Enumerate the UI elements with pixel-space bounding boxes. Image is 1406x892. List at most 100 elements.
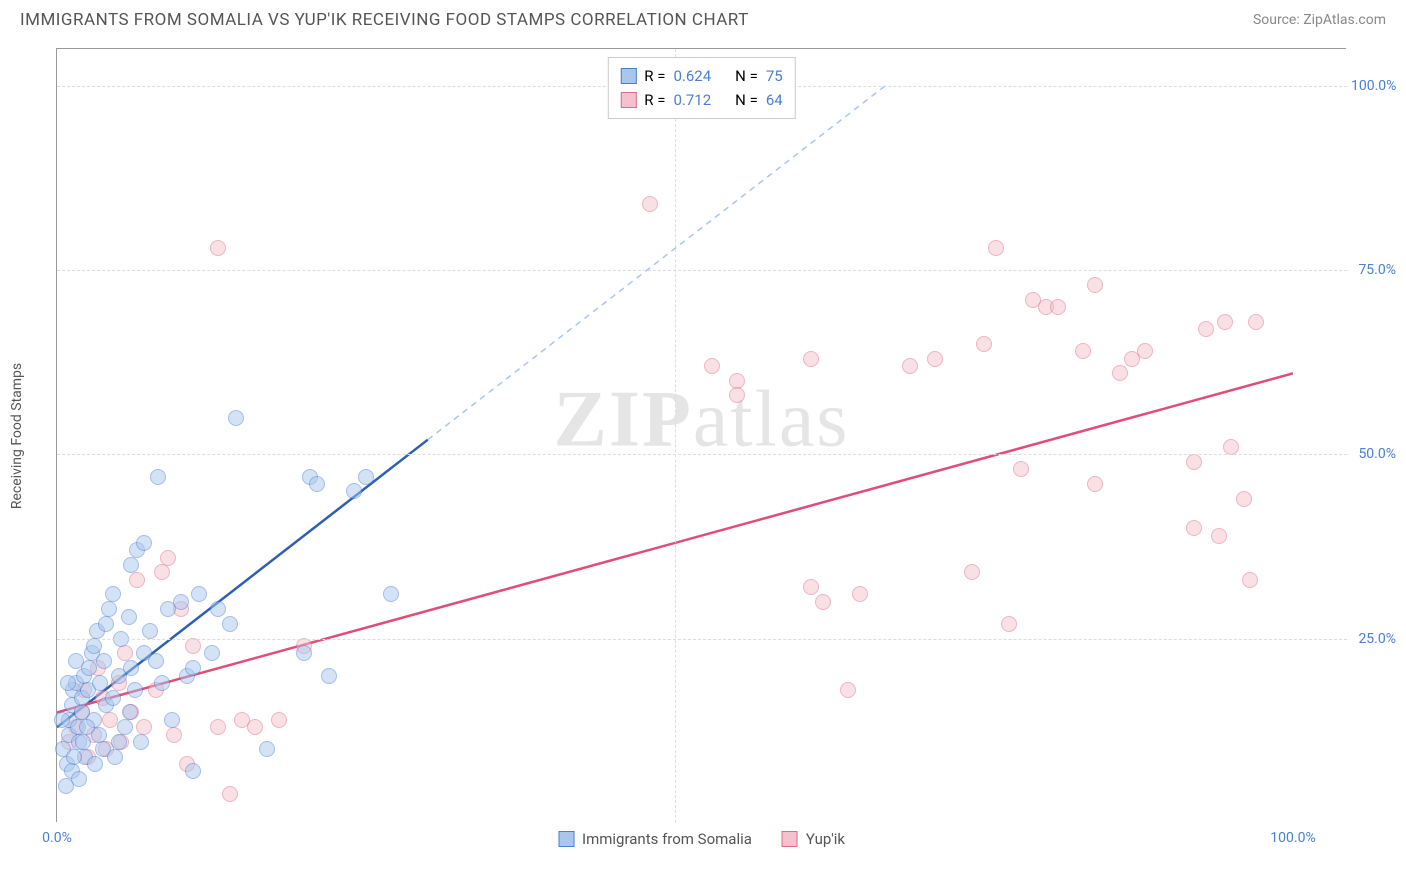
data-point — [185, 660, 201, 676]
stats-row-b: R = 0.712 N = 64 — [620, 88, 782, 112]
data-point — [102, 712, 118, 728]
data-point — [123, 557, 139, 573]
data-point — [1236, 491, 1252, 507]
data-point — [729, 387, 745, 403]
data-point — [927, 351, 943, 367]
data-point — [107, 749, 123, 765]
data-point — [222, 786, 238, 802]
data-point — [185, 763, 201, 779]
stats-r-value-b: 0.712 — [673, 88, 711, 112]
data-point — [210, 601, 226, 617]
data-point — [98, 616, 114, 632]
stats-n-value-b: 64 — [766, 88, 783, 112]
data-point — [75, 734, 91, 750]
data-point — [96, 653, 112, 669]
page-title: IMMIGRANTS FROM SOMALIA VS YUP'IK RECEIV… — [20, 10, 749, 30]
data-point — [228, 410, 244, 426]
data-point — [204, 645, 220, 661]
data-point — [142, 623, 158, 639]
data-point — [1013, 461, 1029, 477]
data-point — [840, 682, 856, 698]
data-point — [154, 564, 170, 580]
gridline-h — [57, 270, 1347, 271]
data-point — [105, 690, 121, 706]
legend-label-a: Immigrants from Somalia — [582, 830, 752, 848]
data-point — [815, 594, 831, 610]
stats-r-value-a: 0.624 — [673, 64, 711, 88]
data-point — [1050, 299, 1066, 315]
data-point — [54, 712, 70, 728]
stats-n-label-a: N = — [735, 64, 758, 88]
data-point — [117, 645, 133, 661]
data-point — [160, 550, 176, 566]
swatch-a — [620, 68, 636, 84]
data-point — [121, 609, 137, 625]
y-tick-label: 75.0% — [1351, 262, 1396, 278]
data-point — [1001, 616, 1017, 632]
data-point — [729, 373, 745, 389]
data-point — [976, 336, 992, 352]
data-point — [642, 196, 658, 212]
data-point — [296, 645, 312, 661]
data-point — [111, 734, 127, 750]
data-point — [173, 594, 189, 610]
data-point — [1087, 277, 1103, 293]
data-point — [1242, 572, 1258, 588]
data-point — [129, 572, 145, 588]
y-tick-label: 25.0% — [1351, 631, 1396, 647]
data-point — [1137, 343, 1153, 359]
data-point — [852, 586, 868, 602]
stats-r-label-a: R = — [644, 64, 665, 88]
data-point — [133, 734, 149, 750]
data-point — [1186, 520, 1202, 536]
data-point — [148, 653, 164, 669]
data-point — [1211, 528, 1227, 544]
x-tick-label: 100.0% — [1270, 830, 1315, 846]
data-point — [185, 638, 201, 654]
data-point — [383, 586, 399, 602]
stats-row-a: R = 0.624 N = 75 — [620, 64, 782, 88]
data-point — [92, 675, 108, 691]
data-point — [346, 483, 362, 499]
data-point — [166, 727, 182, 743]
y-tick-label: 50.0% — [1351, 446, 1396, 462]
data-point — [136, 535, 152, 551]
data-point — [321, 668, 337, 684]
gridline-h — [57, 454, 1347, 455]
data-point — [1198, 321, 1214, 337]
source-prefix: Source: — [1253, 12, 1303, 28]
source-attribution: Source: ZipAtlas.com — [1253, 12, 1386, 28]
data-point — [101, 601, 117, 617]
data-point — [259, 741, 275, 757]
data-point — [803, 351, 819, 367]
data-point — [704, 358, 720, 374]
data-point — [1112, 365, 1128, 381]
data-point — [86, 638, 102, 654]
data-point — [136, 719, 152, 735]
legend-item-b: Yup'ik — [782, 830, 845, 848]
data-point — [66, 749, 82, 765]
stats-n-label-b: N = — [735, 88, 758, 112]
data-point — [1223, 439, 1239, 455]
data-point — [81, 660, 97, 676]
series-legend: Immigrants from Somalia Yup'ik — [558, 830, 845, 848]
data-point — [247, 719, 263, 735]
data-point — [123, 660, 139, 676]
data-point — [1087, 476, 1103, 492]
gridline-v — [675, 49, 676, 823]
x-tick-label: 0.0% — [42, 830, 72, 846]
data-point — [210, 240, 226, 256]
legend-item-a: Immigrants from Somalia — [558, 830, 752, 848]
data-point — [71, 771, 87, 787]
data-point — [1186, 454, 1202, 470]
legend-swatch-b — [782, 831, 798, 847]
stats-n-value-a: 75 — [766, 64, 783, 88]
y-tick-label: 100.0% — [1351, 78, 1396, 94]
data-point — [150, 469, 166, 485]
data-point — [122, 704, 138, 720]
legend-label-b: Yup'ik — [806, 830, 845, 848]
data-point — [902, 358, 918, 374]
data-point — [1217, 314, 1233, 330]
swatch-b — [620, 92, 636, 108]
data-point — [87, 756, 103, 772]
